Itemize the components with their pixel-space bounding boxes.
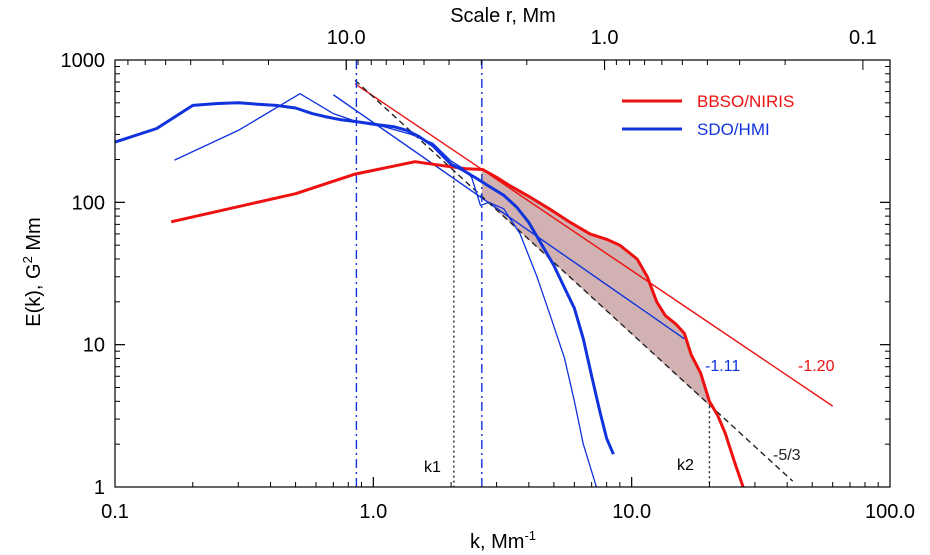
top-tick-label-1: 1.0 [591,27,619,49]
slope-label-blue: -1.11 [705,358,740,375]
y-tick-label-2: 100 [72,192,105,214]
k1-label: k1 [424,459,441,476]
x-tick-label-2: 10.0 [612,501,651,523]
x-tick-label-1: 1.0 [359,501,387,523]
vertical-markers-layer [355,60,711,487]
y-axis-title-tail: Mm [23,217,45,256]
x-axis-title: k, Mm-1 [470,528,536,553]
reference-line-2 [354,79,794,482]
top-tick-label-2: 0.1 [849,27,877,49]
series-line-2 [174,93,598,487]
y-tick-label-1: 10 [83,335,105,357]
reference-line-0 [354,83,834,407]
shaded-region-layer [481,169,710,406]
plot-frame [114,59,891,488]
legend-label-sdo: SDO/HMI [697,120,770,139]
y-tick-label-0: 1 [94,477,105,499]
y-axis-title: E(k), G2 Mm [20,217,45,326]
legend-label-bbso: BBSO/NIRIS [697,92,794,111]
series-layer [115,93,745,487]
x-axis-title-sup: -1 [524,528,536,543]
x-tick-label-3: 100.0 [865,501,915,523]
y-axis-title-main: E(k), G [23,263,45,326]
x-tick-label-0: 0.1 [101,501,129,523]
x-axis-title-main: k, Mm [470,531,524,553]
legend: BBSO/NIRIS SDO/HMI [622,92,794,139]
k2-label: k2 [677,457,694,474]
ticks-layer [114,59,891,488]
series-line-1 [115,101,615,455]
slope-label-red: -1.20 [798,358,835,375]
top-tick-label-0: 10.0 [327,27,366,49]
y-axis-title-sup: 2 [20,256,35,263]
slope-label-kolmogorov: -5/3 [773,447,801,464]
labels-layer: 0.1 1.0 10.0 100.0 1 10 100 1000 10.0 1.0 0.1 [61,27,916,523]
top-axis-title: Scale r, Mm [450,5,556,27]
shaded-region [481,169,710,406]
y-tick-label-3: 1000 [61,50,106,72]
